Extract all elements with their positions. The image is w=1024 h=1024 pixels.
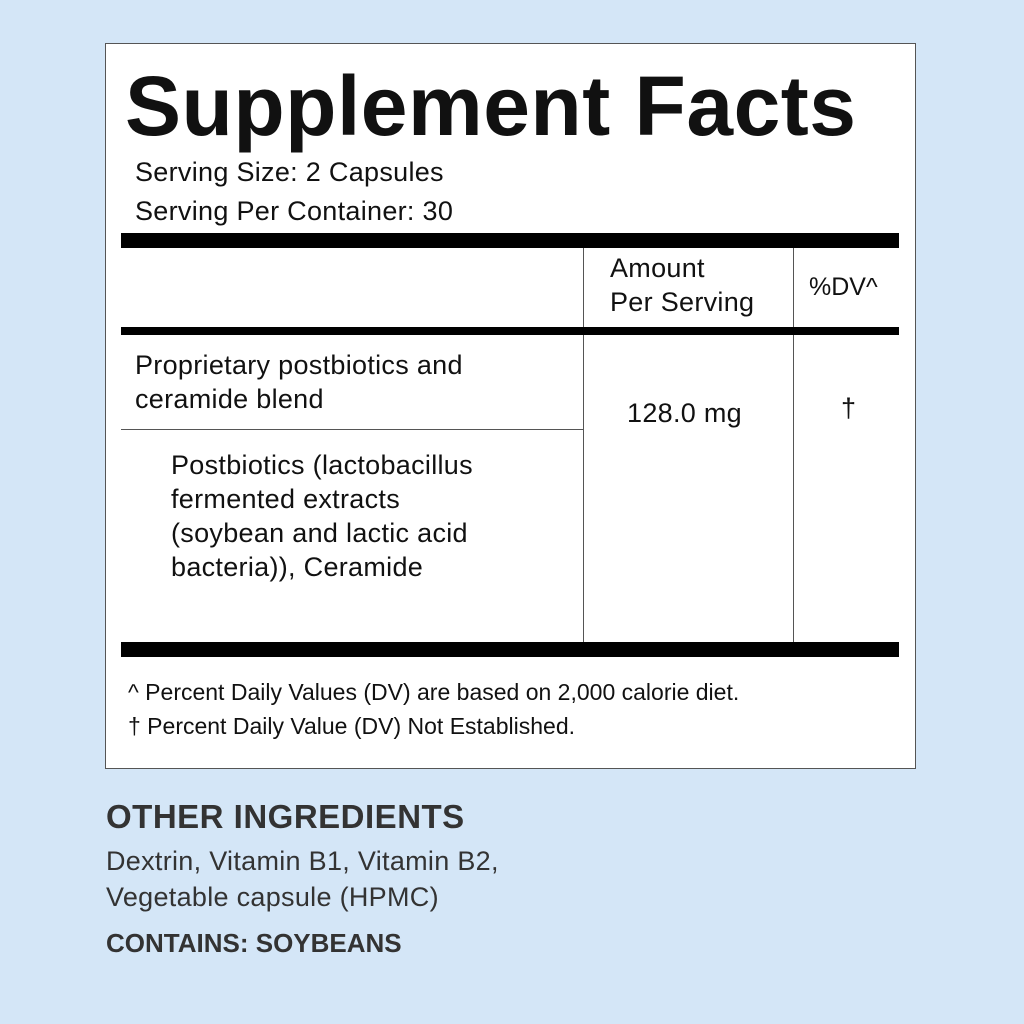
column-divider: [583, 248, 584, 642]
ingredient-amount: 128.0 mg: [627, 398, 742, 428]
amount-header: Per Serving: [610, 287, 755, 317]
dv-header: %DV^: [809, 273, 878, 301]
other-ingredients-text: Dextrin, Vitamin B1, Vitamin B2,: [106, 846, 499, 876]
other-ingredients-heading: OTHER INGREDIENTS: [106, 798, 465, 835]
ingredient-name: Proprietary postbiotics and: [135, 350, 463, 380]
thick-divider: [121, 642, 899, 657]
sub-ingredient: Postbiotics (lactobacillus: [171, 450, 473, 480]
sub-ingredient: fermented extracts: [171, 484, 400, 514]
sub-ingredient: bacteria)), Ceramide: [171, 552, 424, 582]
amount-header: Amount: [610, 253, 705, 283]
page-title: Supplement Facts: [125, 59, 857, 153]
thin-divider: [121, 429, 583, 430]
serving-size: Serving Size: 2 Capsules: [135, 157, 444, 187]
footnote: † Percent Daily Value (DV) Not Establish…: [128, 713, 575, 739]
other-ingredients-text: Vegetable capsule (HPMC): [106, 882, 439, 912]
thick-divider: [121, 233, 899, 248]
column-divider: [793, 248, 794, 642]
sub-ingredient: (soybean and lactic acid: [171, 518, 468, 548]
ingredient-dv: †: [841, 393, 857, 423]
contains-allergens: CONTAINS: SOYBEANS: [106, 928, 402, 958]
ingredient-name: ceramide blend: [135, 384, 324, 414]
servings-per-container: Serving Per Container: 30: [135, 196, 454, 226]
medium-divider: [121, 327, 899, 335]
footnote: ^ Percent Daily Values (DV) are based on…: [128, 679, 740, 705]
